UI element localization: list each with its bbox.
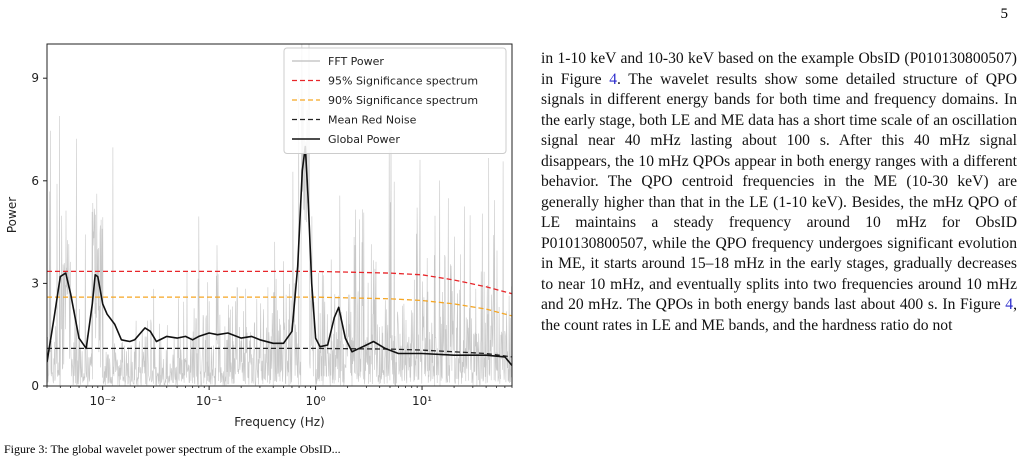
figure-reference-link[interactable]: 4: [609, 70, 617, 88]
page-number: 5: [1000, 6, 1009, 22]
legend: FFT Power 95% Significance spectrum 90% Si…: [283, 47, 507, 154]
legend-entry-label: FFT Power: [328, 55, 384, 68]
x-tick-label: 10⁰: [306, 394, 326, 408]
figure-caption: Figure 3: The global wavelet power spect…: [4, 442, 341, 456]
fft-power-line: [47, 44, 512, 386]
global-power-line: [47, 145, 512, 367]
y-tick-label: 9: [31, 71, 39, 85]
95-significance-spectrum-line: [47, 270, 512, 295]
global-power-spectrum-chart: 10⁻² 10⁻¹ 10⁰ 10¹ 0 3 6 9 Frequency (Hz) Power FF…: [5, 43, 513, 429]
y-axis-label: Power: [5, 197, 19, 233]
mean-red-noise-line: [47, 347, 512, 358]
legend-entry-label: 90% Significance spectrum: [328, 94, 478, 107]
x-tick-label: 10¹: [412, 394, 432, 408]
legend-entry-label: 95% Significance spectrum: [328, 75, 478, 88]
body-text-end: , the count rates in LE and ME bands, an…: [541, 296, 1017, 334]
x-tick-label: 10⁻²: [89, 394, 116, 408]
figure-reference-link[interactable]: 4: [1005, 296, 1014, 313]
x-tick-label: 10⁻¹: [196, 394, 223, 408]
body-paragraph: in 1-10 keV and 10-30 keV based on the e…: [541, 49, 1017, 458]
90-significance-spectrum-line: [47, 296, 512, 317]
x-axis-label: Frequency (Hz): [234, 415, 325, 429]
y-tick-label: 3: [31, 276, 39, 290]
plot-frame: [46, 43, 513, 387]
legend-entry-label: Global Power: [328, 133, 400, 146]
legend-box: [283, 47, 507, 154]
y-tick-label: 6: [31, 174, 39, 188]
body-text-middle: . The wavelet results show some detailed…: [541, 70, 1017, 314]
body-text-start: in 1-10 keV and 10-30 keV based on the e…: [541, 50, 1017, 88]
y-tick-label: 0: [31, 379, 39, 393]
legend-entry-label: Mean Red Noise: [328, 114, 417, 127]
fft-power-trace: [47, 44, 512, 386]
